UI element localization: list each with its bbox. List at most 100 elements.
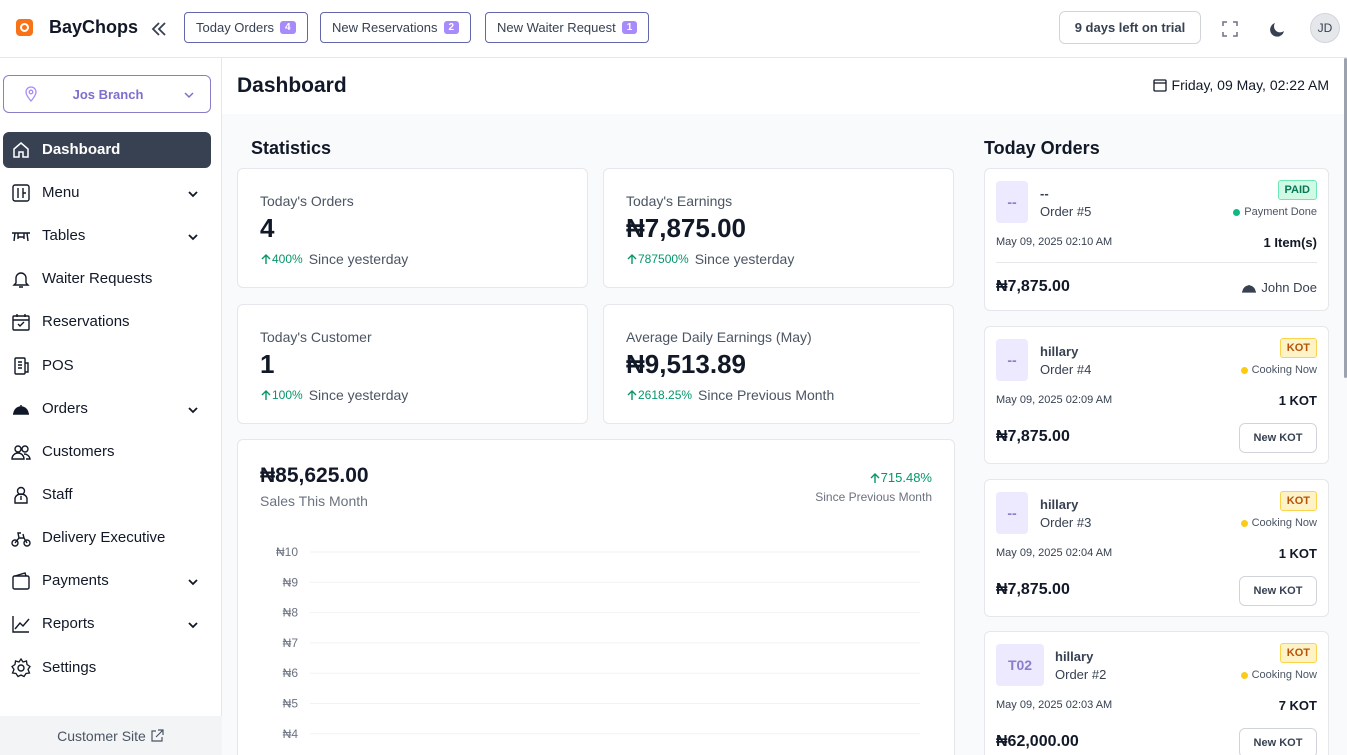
today-orders-title: Today Orders — [984, 138, 1100, 158]
sidebar-item-label: Customers — [42, 443, 115, 460]
new-kot-button[interactable]: New KOT — [1239, 423, 1317, 453]
customer-site-label: Customer Site — [57, 727, 146, 744]
branch-name: Jos Branch — [72, 87, 144, 102]
page-scrollbar[interactable] — [1344, 58, 1347, 378]
status-dot — [1240, 519, 1248, 527]
sidebar-item-pos[interactable]: POS — [3, 348, 211, 384]
sidebar-item-waiter-requests[interactable]: Waiter Requests — [3, 261, 211, 297]
order-card[interactable]: -- -- Order #5 PAID Payment Done May 09,… — [984, 168, 1329, 311]
sidebar-item-label: Menu — [42, 184, 80, 201]
order-card[interactable]: -- hillary Order #4 KOT Cooking Now May … — [984, 326, 1329, 464]
external-link-icon — [151, 729, 164, 742]
sidebar-item-tables[interactable]: Tables — [3, 218, 211, 254]
order-qty: 1 Item(s) — [1263, 235, 1317, 250]
date-label: Friday, 09 May, 02:22 AM — [1171, 77, 1329, 93]
y-tick-label: ₦6 — [283, 666, 299, 680]
sidebar-item-delivery-executive[interactable]: Delivery Executive — [3, 520, 211, 556]
y-tick-label: ₦8 — [283, 606, 299, 620]
sidebar-item-payments[interactable]: Payments — [3, 563, 211, 599]
new-kot-button[interactable]: New KOT — [1239, 576, 1317, 606]
menu-icon — [12, 184, 30, 202]
arrow-up-icon — [627, 390, 637, 400]
new-waiter-request-count: 1 — [621, 21, 638, 34]
stat-change-value: 2618.25% — [638, 388, 693, 402]
sidebar: Jos Branch Dashboard Menu Tables Waiter … — [0, 58, 222, 755]
arrow-up-icon — [261, 254, 271, 264]
order-amount: ₦7,875.00 — [996, 581, 1070, 598]
new-reservations-button[interactable]: New Reservations 2 — [320, 12, 472, 43]
stat-label: Average Daily Earnings (May) — [626, 329, 812, 345]
stat-label: Today's Orders — [260, 193, 354, 209]
order-table-badge: -- — [996, 339, 1028, 381]
scooter-icon — [11, 532, 31, 547]
staff-icon — [14, 486, 28, 504]
divider — [996, 262, 1317, 263]
status-dot — [1240, 671, 1248, 679]
trial-button[interactable]: 9 days left on trial — [1059, 11, 1201, 44]
sidebar-item-dashboard[interactable]: Dashboard — [3, 132, 211, 168]
order-amount: ₦7,875.00 — [996, 428, 1070, 445]
status-badge: KOT — [1279, 491, 1317, 511]
status-badge: KOT — [1279, 338, 1317, 358]
order-table-badge: T02 — [996, 644, 1044, 686]
order-state: Cooking Now — [1240, 364, 1317, 376]
stat-label: Today's Customer — [260, 329, 372, 345]
status-dot — [1233, 208, 1241, 216]
pos-icon — [14, 357, 29, 375]
sidebar-item-reservations[interactable]: Reservations — [3, 304, 211, 340]
order-customer: -- — [1040, 186, 1049, 201]
sidebar-item-menu[interactable]: Menu — [3, 175, 211, 211]
table-icon — [12, 232, 30, 242]
waiter-icon — [1242, 284, 1257, 293]
order-time: May 09, 2025 02:03 AM — [996, 699, 1113, 711]
order-card[interactable]: T02 hillary Order #2 KOT Cooking Now May… — [984, 631, 1329, 755]
sidebar-item-settings[interactable]: Settings — [3, 650, 211, 686]
sidebar-item-customers[interactable]: Customers — [3, 434, 211, 470]
logo-icon — [16, 19, 33, 36]
stat-change: 400% Since yesterday — [260, 251, 408, 267]
dark-mode-icon[interactable] — [1268, 19, 1288, 39]
order-table-badge: -- — [996, 181, 1028, 223]
order-state-label: Payment Done — [1244, 206, 1317, 218]
order-number: Order #4 — [1040, 362, 1092, 377]
stat-card-orders: Today's Orders 4 400% Since yesterday — [237, 168, 588, 288]
status-badge: KOT — [1279, 643, 1317, 663]
stat-label: Today's Earnings — [626, 193, 733, 209]
order-customer: hillary — [1055, 649, 1094, 664]
fullscreen-icon[interactable] — [1220, 19, 1240, 39]
order-card[interactable]: -- hillary Order #3 KOT Cooking Now May … — [984, 479, 1329, 617]
order-state-label: Cooking Now — [1251, 364, 1317, 376]
avatar[interactable]: JD — [1310, 13, 1340, 43]
bell-icon — [12, 272, 30, 288]
order-state: Cooking Now — [1240, 669, 1317, 681]
chevron-down-icon — [188, 191, 198, 198]
home-icon — [13, 142, 29, 158]
new-waiter-request-button[interactable]: New Waiter Request 1 — [485, 12, 650, 43]
new-kot-button[interactable]: New KOT — [1239, 728, 1317, 755]
chevron-down-icon — [188, 407, 198, 414]
sidebar-item-reports[interactable]: Reports — [3, 606, 211, 642]
order-table-badge: -- — [996, 492, 1028, 534]
chart-line-icon — [12, 616, 30, 633]
chevron-down-icon — [188, 234, 198, 241]
sidebar-item-orders[interactable]: Orders — [3, 391, 211, 427]
page-title: Dashboard — [237, 74, 347, 97]
customer-site-link[interactable]: Customer Site — [0, 716, 222, 755]
stat-card-average-earnings: Average Daily Earnings (May) ₦9,513.89 2… — [603, 304, 954, 424]
sidebar-item-label: Reservations — [42, 313, 130, 330]
calendar-icon — [1152, 79, 1167, 92]
branch-selector[interactable]: Jos Branch — [3, 75, 211, 113]
today-orders-label: Today Orders — [196, 20, 275, 35]
stat-value: 1 — [260, 349, 275, 379]
y-tick-label: ₦9 — [283, 575, 299, 589]
today-orders-button[interactable]: Today Orders 4 — [184, 12, 308, 43]
order-qty: 1 KOT — [1278, 546, 1317, 561]
stat-since: Since yesterday — [308, 387, 409, 403]
sidebar-item-staff[interactable]: Staff — [3, 477, 211, 513]
current-date: Friday, 09 May, 02:22 AM — [1152, 77, 1329, 93]
collapse-sidebar-icon[interactable] — [148, 18, 170, 40]
users-icon — [11, 445, 31, 460]
chevron-down-icon — [188, 579, 198, 586]
top-bar: BayChops Today Orders 4 New Reservations… — [0, 0, 1347, 58]
sidebar-item-label: POS — [42, 357, 74, 374]
